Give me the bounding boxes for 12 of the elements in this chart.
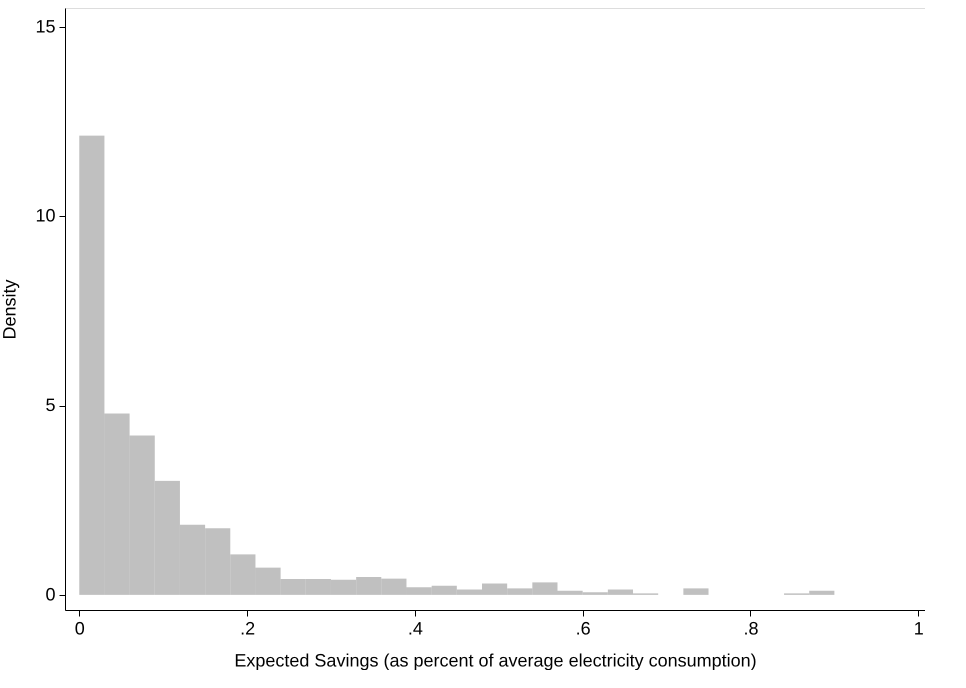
x-tick-label: 0	[74, 618, 85, 638]
y-tick-label: 0	[45, 584, 56, 604]
x-tick-label: 1	[914, 618, 924, 638]
x-tick-label: .4	[408, 618, 423, 638]
y-tick-label: 15	[35, 16, 56, 36]
y-tick-label: 10	[35, 206, 56, 226]
x-tick-label: .2	[240, 618, 256, 638]
y-tick-label: 5	[45, 395, 56, 416]
x-axis-title: Expected Savings (as percent of average electricity consumption)	[234, 650, 757, 670]
y-axis-title: Density	[0, 279, 20, 340]
x-tick-label: .6	[576, 618, 591, 638]
x-tick-label: .8	[743, 618, 758, 638]
